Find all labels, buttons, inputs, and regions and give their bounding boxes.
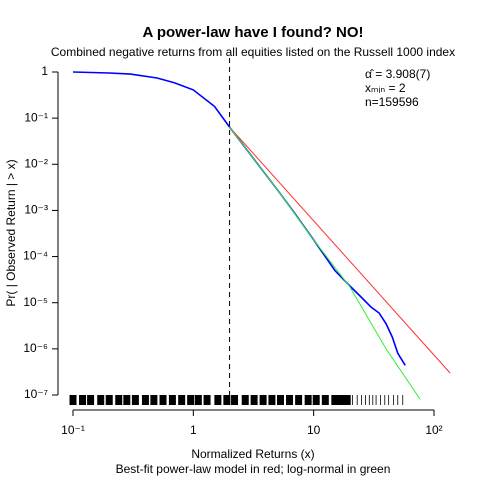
series-line bbox=[229, 126, 421, 400]
x-axis-label: Normalized Returns (x) bbox=[191, 447, 314, 461]
y-tick-label: 10⁻⁵ bbox=[23, 295, 48, 309]
chart-title: A power-law have I found? NO! bbox=[142, 24, 363, 41]
y-axis-label: Pr( | Observed Return | > x) bbox=[4, 159, 18, 306]
y-tick-label: 10⁻¹ bbox=[24, 110, 48, 124]
x-tick-label: 10² bbox=[425, 423, 442, 437]
x-tick-label: 1 bbox=[190, 423, 197, 437]
caption: Best-fit power-law model in red; log-nor… bbox=[116, 462, 391, 476]
y-tick-label: 10⁻⁷ bbox=[24, 387, 48, 401]
annotation: xₘᵢₙ = 2 bbox=[365, 81, 406, 95]
annotation: α̂ = 3.908(7) bbox=[365, 67, 430, 81]
annotation: n=159596 bbox=[365, 95, 419, 109]
y-tick-label: 10⁻⁴ bbox=[23, 249, 48, 263]
y-tick-label: 1 bbox=[41, 64, 48, 78]
chart-subtitle: Combined negative returns from all equit… bbox=[51, 45, 455, 59]
series-line bbox=[229, 126, 451, 374]
x-tick-label: 10⁻¹ bbox=[61, 423, 85, 437]
y-tick-label: 10⁻⁶ bbox=[23, 341, 48, 355]
y-tick-label: 10⁻³ bbox=[24, 203, 48, 217]
y-tick-label: 10⁻² bbox=[24, 156, 48, 170]
x-tick-label: 10 bbox=[307, 423, 321, 437]
